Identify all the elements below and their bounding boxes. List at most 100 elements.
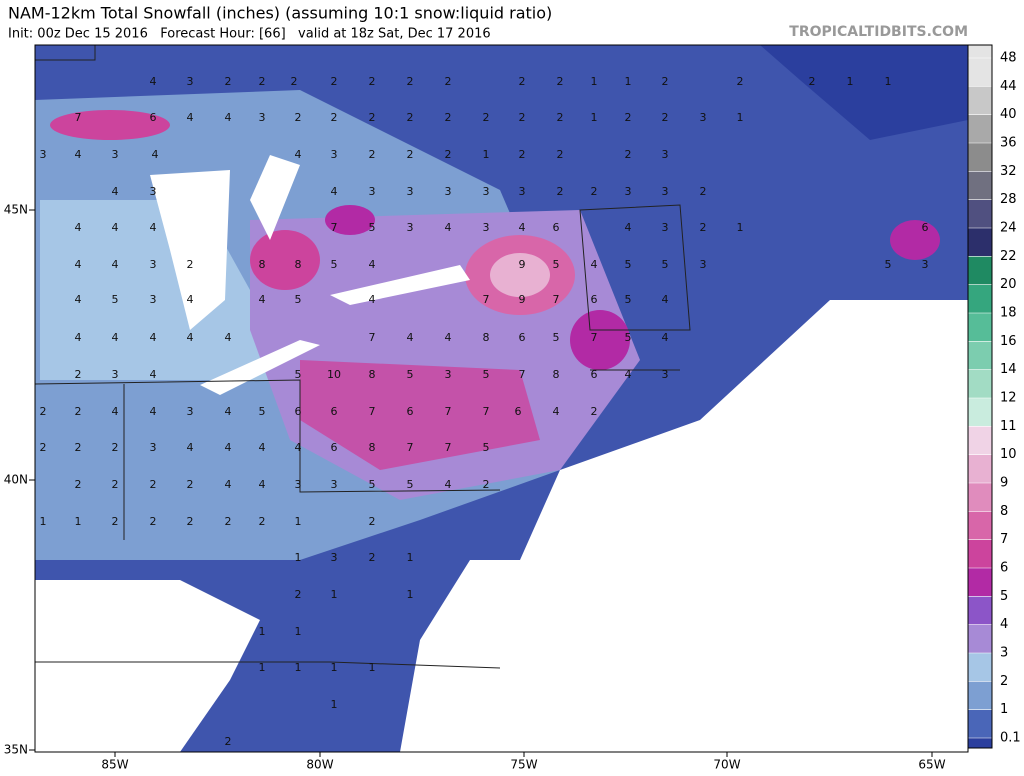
snow-label: 7 [591, 331, 598, 344]
colorbar-band [968, 398, 992, 427]
snow-label: 2 [225, 75, 232, 88]
lat-label: 45N [4, 203, 28, 217]
snow-label: 2 [331, 75, 338, 88]
snow-label: 4 [369, 258, 376, 271]
snow-label: 2 [809, 75, 816, 88]
snow-label: 2 [445, 111, 452, 124]
snow-label: 5 [295, 368, 302, 381]
snow-label: 7 [445, 441, 452, 454]
snow-label: 4 [445, 331, 452, 344]
snow-label: 2 [407, 111, 414, 124]
snow-label: 8 [483, 331, 490, 344]
snow-label: 2 [112, 478, 119, 491]
colorbar-band [968, 539, 992, 568]
snow-label: 6 [331, 441, 338, 454]
snow-label: 4 [445, 221, 452, 234]
colorbar-label: 28 [1000, 192, 1017, 207]
snow-label: 5 [369, 221, 376, 234]
snow-label: 4 [225, 405, 232, 418]
snow-label: 5 [112, 293, 119, 306]
lon-label: 80W [306, 758, 333, 772]
snow-label: 1 [625, 75, 632, 88]
snow-label: 7 [483, 293, 490, 306]
colorbar-label: 16 [1000, 334, 1017, 349]
snow-label: 10 [327, 368, 341, 381]
colorbar-label: 10 [1000, 447, 1017, 462]
snow-label: 2 [662, 111, 669, 124]
snow-label: 4 [407, 331, 414, 344]
snow-label: 5 [407, 478, 414, 491]
snow-label: 2 [112, 441, 119, 454]
snow-label: 4 [445, 478, 452, 491]
snow-label: 3 [445, 185, 452, 198]
snow-label: 3 [187, 405, 194, 418]
lon-label: 70W [713, 758, 740, 772]
snow-label: 1 [75, 515, 82, 528]
snow-label: 2 [150, 478, 157, 491]
snow-label: 6 [519, 331, 526, 344]
snow-label: 3 [700, 111, 707, 124]
snow-label: 2 [407, 75, 414, 88]
snow-label: 4 [259, 478, 266, 491]
snow-label: 5 [407, 368, 414, 381]
snow-label: 2 [40, 441, 47, 454]
snow-label: 4 [331, 185, 338, 198]
snow-label: 3 [295, 478, 302, 491]
snow-label: 5 [295, 293, 302, 306]
snow-label: 5 [885, 258, 892, 271]
snow-label: 2 [225, 735, 232, 748]
colorbar-band [968, 596, 992, 625]
snow-label: 5 [662, 258, 669, 271]
snow-label: 2 [187, 478, 194, 491]
snow-label: 5 [553, 258, 560, 271]
snow-label: 7 [331, 221, 338, 234]
snow-label: 2 [369, 515, 376, 528]
colorbar-label: 11 [1000, 419, 1017, 434]
snow-label: 3 [331, 478, 338, 491]
snow-label: 4 [112, 185, 119, 198]
colorbar-label: 7 [1000, 532, 1008, 547]
snow-label: 1 [259, 625, 266, 638]
snow-label: 4 [112, 331, 119, 344]
snow-label: 6 [331, 405, 338, 418]
snow-label: 6 [407, 405, 414, 418]
snow-label: 4 [187, 331, 194, 344]
snow-label: 5 [483, 441, 490, 454]
colorbar-band [968, 114, 992, 143]
colorbar-band [968, 341, 992, 370]
site-name: TROPICALTIDBITS.COM [789, 24, 968, 40]
colorbar-label: 36 [1000, 136, 1017, 151]
snow-label: 4 [187, 111, 194, 124]
snow-label: 3 [331, 551, 338, 564]
snow-label: 6 [591, 368, 598, 381]
snow-label: 1 [331, 698, 338, 711]
snow-label: 5 [483, 368, 490, 381]
snow-label: 4 [75, 331, 82, 344]
colorbar-band [968, 454, 992, 483]
snow-label: 4 [225, 331, 232, 344]
colorbar-band [968, 45, 992, 87]
colorbar-band [968, 624, 992, 653]
snow-label: 1 [407, 551, 414, 564]
snow-label: 4 [259, 441, 266, 454]
colorbar: 0.11234567891011121416182022242832364044… [967, 44, 1021, 749]
snow-label: 5 [259, 405, 266, 418]
snow-label: 4 [152, 148, 159, 161]
colorbar-band [968, 171, 992, 200]
snow-label: 2 [483, 478, 490, 491]
colorbar-label: 20 [1000, 277, 1017, 292]
snow-label: 2 [75, 405, 82, 418]
colorbar-label: 4 [1000, 617, 1008, 632]
snow-label: 2 [295, 588, 302, 601]
snow-label: 3 [407, 221, 414, 234]
snow-label: 4 [225, 478, 232, 491]
colorbar-label: 22 [1000, 249, 1017, 264]
snow-label: 4 [662, 331, 669, 344]
snow-label: 2 [369, 75, 376, 88]
snow-label: 3 [483, 185, 490, 198]
colorbar-frame [967, 44, 993, 749]
snow-label: 3 [519, 185, 526, 198]
snow-label: 3 [662, 148, 669, 161]
snow-label: 3 [445, 368, 452, 381]
